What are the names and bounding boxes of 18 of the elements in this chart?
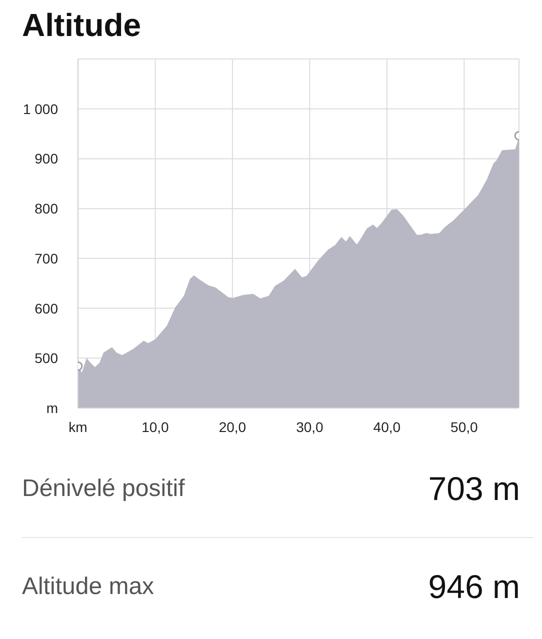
x-tick-label: 50,0 — [450, 418, 478, 435]
x-tick-label: 30,0 — [296, 418, 324, 435]
x-tick-label: km — [68, 418, 88, 435]
x-tick-label: 20,0 — [218, 418, 246, 435]
y-tick-label: 1 000 — [22, 100, 58, 117]
y-tick-label: 700 — [34, 250, 58, 266]
text: 946 m — [428, 568, 520, 606]
y-tick-label: 600 — [34, 300, 58, 316]
x-tick-label: 10,0 — [142, 418, 170, 435]
y-tick-label: 800 — [34, 200, 58, 217]
text: 703 m — [428, 470, 520, 508]
chart-title: Altitude — [22, 7, 142, 45]
text: Dénivelé positif — [22, 474, 185, 502]
y-tick-label: m — [46, 400, 58, 416]
x-tick-label: 40,0 — [373, 418, 401, 435]
text: Altitude max — [22, 572, 154, 600]
y-tick-label: 900 — [34, 150, 58, 167]
y-tick-label: 500 — [34, 350, 58, 366]
